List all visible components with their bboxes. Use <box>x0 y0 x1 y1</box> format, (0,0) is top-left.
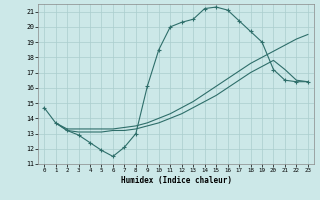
X-axis label: Humidex (Indice chaleur): Humidex (Indice chaleur) <box>121 176 231 185</box>
